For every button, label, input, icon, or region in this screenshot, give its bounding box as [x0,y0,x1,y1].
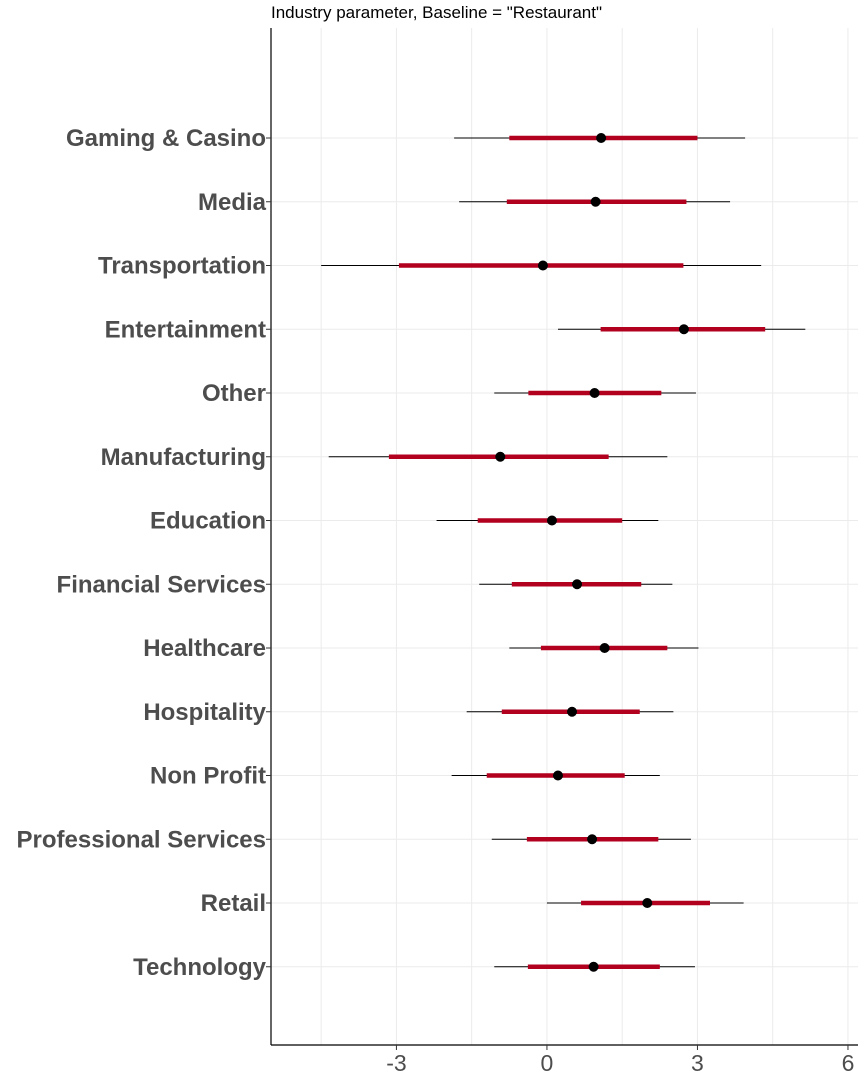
category-label: Media [198,189,267,216]
category-label: Healthcare [143,635,266,662]
point-estimate [590,196,601,207]
grid-layer [271,28,858,1045]
point-estimate [587,834,598,845]
point-estimate [599,643,610,653]
x-tick-label: 0 [541,1050,554,1076]
point-estimate [596,133,607,143]
point-estimate [678,324,689,335]
x-tick-label: -3 [386,1050,406,1076]
category-label: Other [202,380,266,407]
point-estimate [552,770,563,781]
point-estimate [495,451,506,462]
point-estimate [572,579,583,590]
marks-layer [321,133,806,972]
category-label: Gaming & Casino [66,125,266,152]
category-label: Hospitality [143,699,266,726]
category-label: Financial Services [57,571,266,598]
category-label: Entertainment [105,316,266,343]
chart-title: Industry parameter, Baseline = "Restaura… [271,3,602,22]
point-estimate [589,388,600,398]
category-label: Manufacturing [101,444,266,471]
point-estimate [588,961,599,972]
x-tick-labels: -3 0 3 6 [386,1050,854,1076]
point-estimate [567,706,578,717]
category-labels: Gaming & Casino Media Transportation Entert… [17,125,267,981]
point-estimate [642,898,653,908]
axis-layer [266,28,858,1050]
category-label: Technology [133,954,267,981]
point-estimate [546,515,557,526]
x-tick-label: 6 [842,1050,855,1076]
x-tick-label: 3 [691,1050,704,1076]
category-label: Professional Services [17,826,266,853]
category-label: Retail [201,890,266,917]
category-label: Transportation [98,253,266,280]
category-label: Education [150,508,266,535]
point-estimate [537,260,548,271]
category-label: Non Profit [150,763,266,790]
